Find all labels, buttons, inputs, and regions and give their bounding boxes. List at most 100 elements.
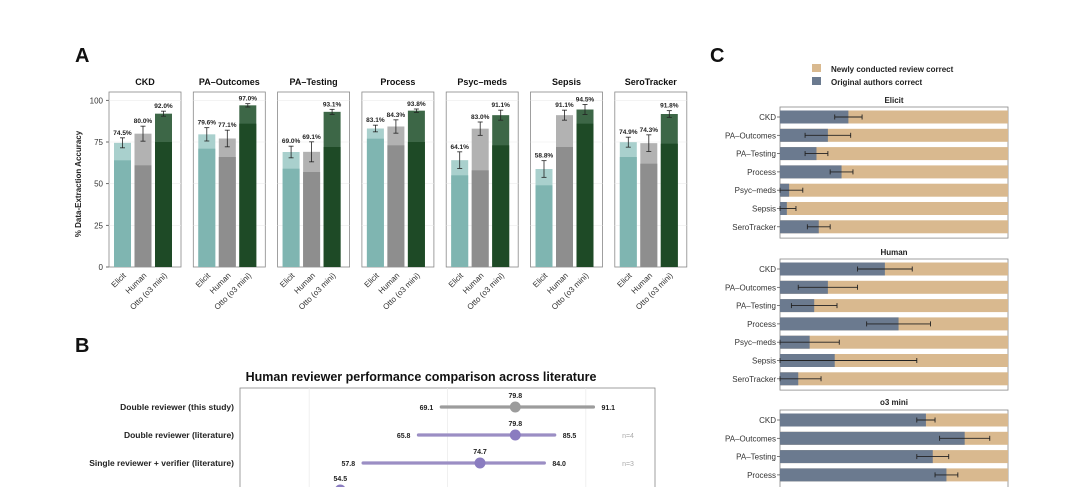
panel-b-title: Human reviewer performance comparison ac… <box>246 370 597 384</box>
panel-c-stacked-bars: Elicit CKD PA–Outcomes PA–Testing Process Psy… <box>725 96 1009 487</box>
category-label-o3-mini-process: Process <box>747 471 776 480</box>
legend-original-correct-label: Original authors correct <box>831 78 922 87</box>
panel-label-a: A <box>75 45 89 67</box>
value-label-ckd-human: 80.0% <box>134 118 153 125</box>
value-label-pa-outcomes-human: 77.1% <box>218 122 237 129</box>
bar-lower-process-otto-o3-mini <box>407 142 425 267</box>
bar-lower-sepsis-human <box>556 147 573 267</box>
bar-lower-ckd-otto-o3-mini <box>155 142 172 267</box>
bar-lower-ckd-human <box>134 165 152 267</box>
panel-label-c: C <box>710 45 724 67</box>
row-2-mean-point <box>509 429 521 441</box>
category-label-elicit-pa-testing: PA–Testing <box>736 150 776 159</box>
panel-title-sepsis: Sepsis <box>552 77 581 87</box>
row-2-n-label: n=4 <box>622 433 634 440</box>
bar-newly-human-pa-testing <box>780 299 1008 313</box>
panel-title-pa-testing: PA–Testing <box>290 77 338 87</box>
bar-original-o3-mini-pa-testing <box>780 450 933 464</box>
category-label-elicit-process: Process <box>747 168 776 177</box>
panel-a-y-axis-label: % Data-Extraction Accuracy <box>74 130 83 237</box>
bar-lower-process-elicit <box>366 138 384 267</box>
bar-original-human-ckd <box>780 262 885 276</box>
value-label-process-otto-o3-mini: 93.8% <box>407 101 426 108</box>
value-label-psyc-meds-elicit: 64.1% <box>450 144 469 151</box>
bar-newly-elicit-serotracker <box>780 220 1008 234</box>
panel-title-ckd: CKD <box>135 77 155 87</box>
value-label-pa-outcomes-elicit: 79.6% <box>198 120 217 127</box>
y-tick-0: 0 <box>99 263 104 272</box>
y-tick-50: 50 <box>94 180 103 189</box>
value-label-serotracker-otto-o3-mini: 91.8% <box>660 103 679 110</box>
row-4-mean-label: 54.5 <box>333 476 347 483</box>
panel-a-bar-charts: 0255075100CKD74.5%Elicit80.0%Human92.0%O… <box>90 77 688 312</box>
bar-lower-sepsis-otto-o3-mini <box>576 123 594 268</box>
value-label-pa-testing-otto-o3-mini: 93.1% <box>323 101 342 108</box>
bar-lower-sepsis-elicit <box>535 185 553 267</box>
category-label-o3-mini-pa-testing: PA–Testing <box>736 453 776 462</box>
bar-newly-human-pa-outcomes <box>780 280 1008 294</box>
bar-original-o3-mini-process <box>780 468 947 482</box>
bar-newly-elicit-pa-testing <box>780 147 1008 161</box>
row-3-label: Single reviewer + verifier (literature) <box>89 458 234 468</box>
panel-b-forest-plot: Double reviewer (this study) 69.1 91.1 79.8… <box>89 387 656 487</box>
bar-original-elicit-pa-testing <box>780 147 817 161</box>
category-label-human-pa-testing: PA–Testing <box>736 302 776 311</box>
value-label-ckd-otto-o3-mini: 92.0% <box>154 103 173 110</box>
row-1-high-label: 91.1 <box>601 405 615 412</box>
bar-lower-pa-testing-otto-o3-mini <box>323 147 341 267</box>
legend-newly-correct-swatch <box>812 64 821 72</box>
category-label-elicit-sepsis: Sepsis <box>752 205 776 214</box>
legend-newly-correct-label: Newly conducted review correct <box>831 65 954 74</box>
value-label-psyc-meds-otto-o3-mini: 91.1% <box>491 102 510 109</box>
row-1-mean-point <box>509 401 521 413</box>
row-2-label: Double reviewer (literature) <box>124 430 234 440</box>
category-label-human-psyc-meds: Psyc–meds <box>735 338 776 347</box>
bar-newly-human-psyc-meds <box>780 335 1008 349</box>
subpanel-title-o3-mini: o3 mini <box>880 398 908 407</box>
row-3-low-label: 57.8 <box>341 461 355 468</box>
bar-newly-elicit-sepsis <box>780 202 1008 215</box>
bar-lower-process-human <box>387 145 405 267</box>
row-2-low-label: 65.8 <box>397 433 411 440</box>
bar-lower-psyc-meds-elicit <box>451 175 469 267</box>
y-tick-25: 25 <box>94 221 103 230</box>
bar-original-o3-mini-ckd <box>780 413 926 427</box>
value-label-ckd-elicit: 74.5% <box>113 130 132 137</box>
subpanel-title-elicit: Elicit <box>884 96 903 105</box>
bar-lower-pa-testing-elicit <box>282 168 300 267</box>
panel-label-b: B <box>75 335 89 357</box>
value-label-serotracker-human: 74.3% <box>640 127 659 134</box>
bar-original-o3-mini-pa-outcomes <box>780 431 965 445</box>
category-label-human-serotracker: SeroTracker <box>732 375 776 384</box>
panel-title-pa-outcomes: PA–Outcomes <box>199 77 260 87</box>
category-label-o3-mini-ckd: CKD <box>759 416 776 425</box>
bar-lower-serotracker-human <box>640 163 658 267</box>
panel-title-serotracker: SeroTracker <box>625 77 678 87</box>
value-label-sepsis-otto-o3-mini: 94.5% <box>576 97 595 104</box>
row-2-mean-label: 79.8 <box>508 421 522 428</box>
y-tick-75: 75 <box>94 138 103 147</box>
panel-title-psyc-meds: Psyc–meds <box>457 77 507 87</box>
bar-original-elicit-process <box>780 165 842 179</box>
row-1-low-label: 69.1 <box>420 405 434 412</box>
category-label-elicit-psyc-meds: Psyc–meds <box>735 186 776 195</box>
row-1-mean-label: 79.8 <box>508 393 522 400</box>
legend-original-correct-swatch <box>812 77 821 85</box>
category-label-elicit-pa-outcomes: PA–Outcomes <box>725 131 776 140</box>
category-label-human-ckd: CKD <box>759 265 776 274</box>
bar-lower-ckd-elicit <box>114 160 131 267</box>
bar-lower-pa-outcomes-human <box>218 157 236 267</box>
bar-newly-elicit-psyc-meds <box>780 183 1008 197</box>
row-3-mean-label: 74.7 <box>473 449 487 456</box>
row-2-high-label: 85.5 <box>563 433 577 440</box>
category-label-elicit-serotracker: SeroTracker <box>732 223 776 232</box>
bar-newly-elicit-pa-outcomes <box>780 128 1008 142</box>
bar-lower-serotracker-elicit <box>619 157 637 267</box>
value-label-pa-outcomes-otto-o3-mini: 97.0% <box>239 96 258 103</box>
category-label-human-process: Process <box>747 320 776 329</box>
bar-original-elicit-serotracker <box>780 220 819 234</box>
bar-original-elicit-pa-outcomes <box>780 128 828 142</box>
value-label-sepsis-human: 91.1% <box>555 102 574 109</box>
category-label-human-sepsis: Sepsis <box>752 357 776 366</box>
panel-title-process: Process <box>380 77 415 87</box>
